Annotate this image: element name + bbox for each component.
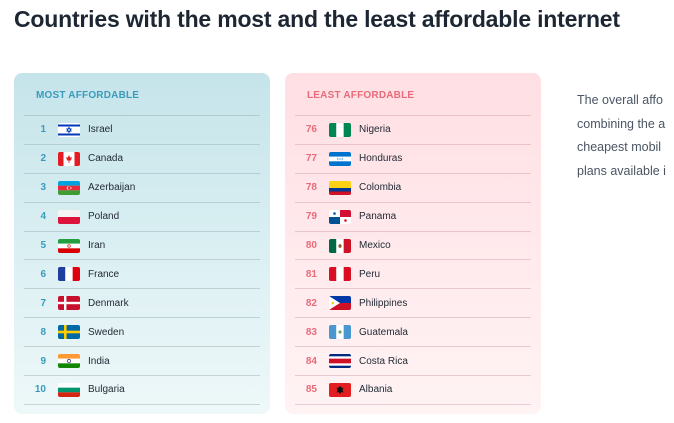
denmark-flag-icon: [58, 296, 80, 311]
israel-flag-icon: [58, 122, 80, 137]
azerbaijan-flag-icon: [58, 180, 80, 195]
albania-flag-icon: [329, 382, 351, 397]
rank-number: 77: [305, 153, 317, 165]
colombia-flag-icon: [329, 180, 351, 195]
description-line: The overall affo: [577, 93, 663, 107]
list-item: 10 Bulgaria: [24, 376, 260, 405]
least-affordable-card: LEAST AFFORDABLE 76 Nigeria 77 Honduras …: [285, 73, 541, 414]
rank-number: 1: [40, 124, 46, 136]
rank-number: 84: [305, 355, 317, 367]
most-affordable-card: MOST AFFORDABLE 1 Israel 2 Canada 3 Azer…: [14, 73, 270, 414]
list-item: 2 Canada: [24, 145, 260, 174]
list-item: 6 France: [24, 260, 260, 290]
country-name: Guatemala: [359, 326, 408, 338]
country-name: Peru: [359, 268, 381, 280]
iran-flag-icon: [58, 238, 80, 253]
country-name: Philippines: [359, 297, 408, 309]
rank-number: 4: [40, 211, 46, 223]
rank-number: 9: [40, 355, 46, 367]
country-name: Poland: [88, 211, 120, 223]
bulgaria-flag-icon: [58, 382, 80, 397]
rank-number: 8: [40, 326, 46, 338]
country-name: Nigeria: [359, 124, 391, 136]
peru-flag-icon: [329, 267, 351, 282]
poland-flag-icon: [58, 209, 80, 224]
rank-number: 6: [40, 268, 46, 280]
list-item: 77 Honduras: [295, 145, 531, 174]
rank-number: 80: [305, 240, 317, 251]
country-name: Bulgaria: [88, 384, 125, 396]
country-name: Costa Rica: [359, 355, 408, 367]
page-title: Countries with the most and the least af…: [14, 6, 620, 32]
list-item: 79 Panama: [295, 203, 531, 232]
country-name: Albania: [359, 384, 393, 396]
panama-flag-icon: [329, 209, 351, 224]
list-item: 7 Denmark: [24, 289, 260, 319]
list-item: 83 Guatemala: [295, 318, 531, 348]
country-name: Mexico: [359, 240, 391, 251]
list-item: 76 Nigeria: [295, 116, 531, 145]
sweden-flag-icon: [58, 325, 80, 340]
guatemala-flag-icon: [329, 325, 351, 340]
list-item: 78 Colombia: [295, 174, 531, 203]
list-item: 8 Sweden: [24, 318, 260, 348]
most-affordable-list: 1 Israel 2 Canada 3 Azerbaijan 4 Pol: [24, 115, 260, 405]
description-text: The overall affo combining the a cheapes…: [577, 89, 674, 183]
costa-rica-flag-icon: [329, 354, 351, 369]
country-name: Panama: [359, 211, 397, 223]
rank-number: 83: [305, 326, 317, 338]
country-name: Honduras: [359, 153, 403, 165]
rank-number: 5: [40, 240, 46, 251]
rank-number: 78: [305, 182, 317, 194]
rank-number: 82: [305, 297, 317, 309]
honduras-flag-icon: [329, 151, 351, 166]
france-flag-icon: [58, 267, 80, 282]
rank-number: 79: [305, 211, 317, 223]
nigeria-flag-icon: [329, 122, 351, 137]
country-name: India: [88, 355, 110, 367]
country-name: Canada: [88, 153, 124, 165]
list-item: 80 Mexico: [295, 232, 531, 261]
country-name: Colombia: [359, 182, 402, 194]
india-flag-icon: [58, 354, 80, 369]
rank-number: 76: [305, 124, 317, 136]
canada-flag-icon: [58, 151, 80, 166]
list-item: 3 Azerbaijan: [24, 174, 260, 203]
list-item: 4 Poland: [24, 203, 260, 232]
rank-number: 3: [40, 182, 46, 194]
country-name: Israel: [88, 124, 113, 136]
description-line: plans available i: [577, 163, 666, 178]
rank-number: 85: [305, 384, 317, 396]
country-name: Azerbaijan: [88, 182, 136, 194]
least-affordable-header: LEAST AFFORDABLE: [307, 90, 415, 101]
list-item: 5 Iran: [24, 232, 260, 261]
description-line: combining the a: [577, 116, 666, 131]
rank-number: 7: [40, 297, 46, 309]
country-name: France: [88, 268, 120, 280]
list-item: 81 Peru: [295, 260, 531, 290]
mexico-flag-icon: [329, 238, 351, 253]
list-item: 1 Israel: [24, 116, 260, 145]
list-item: 9 India: [24, 347, 260, 377]
most-affordable-header: MOST AFFORDABLE: [36, 90, 140, 101]
description-line: cheapest mobil: [577, 140, 662, 154]
least-affordable-list: 76 Nigeria 77 Honduras 78 Colombia 79: [295, 115, 531, 405]
country-name: Denmark: [88, 297, 129, 309]
list-item: 84 Costa Rica: [295, 347, 531, 377]
list-item: 82 Philippines: [295, 289, 531, 319]
rank-number: 10: [34, 384, 46, 396]
rank-number: 2: [40, 153, 46, 165]
country-name: Iran: [88, 240, 106, 251]
rank-number: 81: [305, 268, 317, 280]
philippines-flag-icon: [329, 296, 351, 311]
list-item: 85 Albania: [295, 376, 531, 405]
country-name: Sweden: [88, 326, 125, 338]
